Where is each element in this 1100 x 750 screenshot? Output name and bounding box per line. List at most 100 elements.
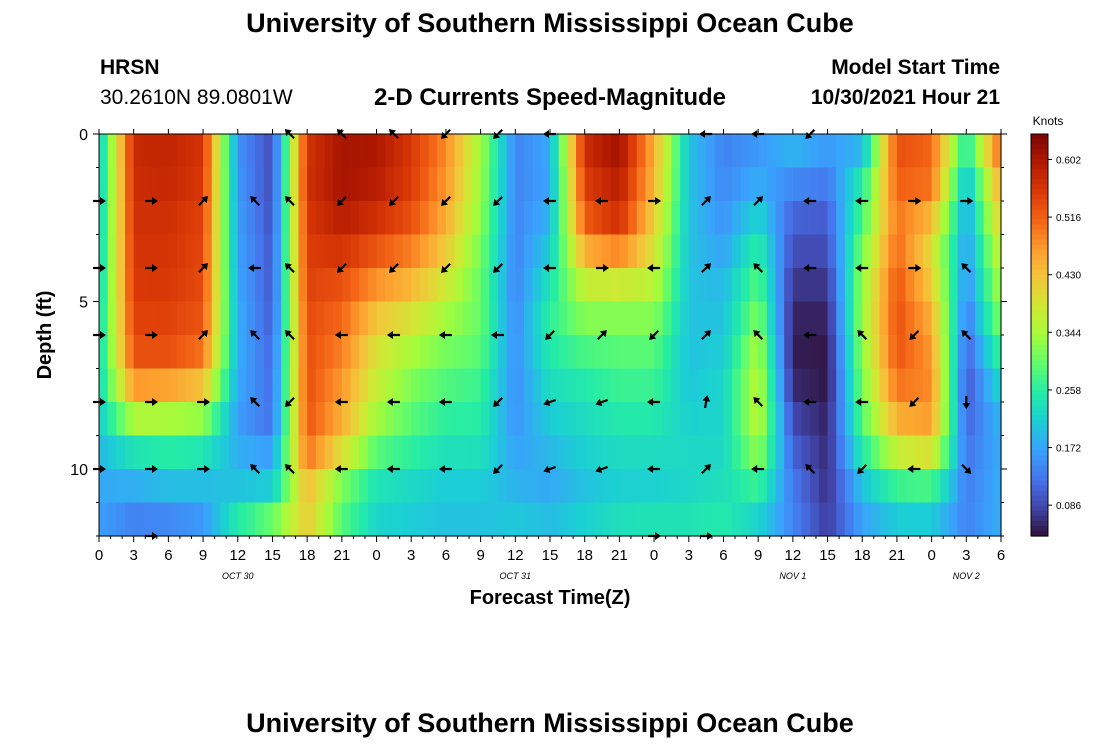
heat-cell (203, 301, 213, 336)
heat-cell (567, 502, 577, 537)
heat-cell (419, 201, 430, 236)
heat-cell (298, 502, 308, 537)
heat-cell (359, 301, 369, 336)
current-arrow (647, 264, 661, 272)
heat-cell (550, 368, 560, 403)
heat-cell (142, 301, 152, 336)
heat-cell (497, 402, 508, 437)
heat-cell (125, 134, 135, 169)
heat-cell (662, 134, 673, 169)
heat-cell (671, 167, 681, 202)
heat-cell (706, 234, 716, 269)
heat-cell (419, 368, 430, 403)
arrow-head (284, 196, 292, 204)
heat-cell (393, 301, 404, 336)
heat-cell (497, 502, 508, 537)
heat-cell (706, 134, 716, 169)
heat-cell (194, 435, 204, 470)
heat-cell (315, 502, 326, 537)
heat-cell (905, 234, 915, 269)
heat-cell (931, 335, 941, 370)
heat-cell (688, 502, 699, 537)
heat-cell (523, 167, 534, 202)
heat-cell (471, 469, 482, 504)
heat-cell (862, 234, 872, 269)
heat-cell (966, 469, 976, 504)
arrow-head (200, 196, 209, 204)
current-arrow (909, 396, 920, 407)
heat-cell (940, 402, 950, 437)
heat-cell (827, 201, 837, 236)
heat-cell (315, 335, 326, 370)
heat-cell (324, 335, 334, 370)
heat-cell (203, 469, 213, 504)
heat-cell (203, 268, 213, 303)
heat-cell (870, 469, 881, 504)
heat-cell (428, 234, 438, 269)
heat-cell (870, 335, 881, 370)
heat-cell (714, 335, 725, 370)
colorbar-segment (1031, 319, 1048, 326)
colorbar-segment (1031, 410, 1048, 417)
heat-cell (315, 268, 326, 303)
heat-cell (177, 402, 187, 437)
heat-cell (523, 368, 534, 403)
heat-cell (602, 368, 612, 403)
heat-cell (194, 469, 204, 504)
heat-cell (411, 134, 421, 169)
heat-cell (177, 201, 187, 236)
heat-cell (480, 201, 490, 236)
heat-cell (428, 435, 438, 470)
heat-cell (636, 402, 646, 437)
heat-cell (497, 435, 508, 470)
heat-cell (922, 335, 933, 370)
heat-cell (142, 167, 152, 202)
heat-cell (237, 502, 248, 537)
arrow-head (967, 197, 974, 205)
heat-cell (680, 368, 690, 403)
heat-cell (870, 301, 881, 336)
arrow-head (909, 332, 917, 340)
heat-cell (714, 134, 725, 169)
heat-cell (905, 167, 915, 202)
arrow-head (493, 466, 501, 474)
heat-cell (480, 435, 490, 470)
heat-cell (315, 201, 326, 236)
heat-cell (966, 167, 976, 202)
heat-cell (333, 502, 343, 537)
heat-cell (558, 234, 568, 269)
heat-cell (281, 134, 291, 169)
heat-cell (281, 502, 291, 537)
heat-cell (107, 134, 117, 169)
heat-cell (211, 234, 222, 269)
heat-cell (437, 268, 447, 303)
heat-cell (246, 469, 256, 504)
heat-cell (367, 502, 378, 537)
heat-cell (610, 368, 620, 403)
heat-cell (151, 234, 161, 269)
heat-cell (142, 469, 152, 504)
heat-cell (974, 234, 985, 269)
heat-cell (602, 268, 612, 303)
heat-cell (836, 134, 846, 169)
arrow-head (334, 331, 341, 339)
heat-cell (732, 502, 742, 537)
heat-cell (766, 469, 777, 504)
arrow-head (152, 398, 158, 406)
heat-cell (116, 268, 126, 303)
heat-cell (393, 167, 404, 202)
heat-cell (818, 368, 829, 403)
heat-cell (966, 301, 976, 336)
arrow-head (440, 265, 449, 273)
heat-cell (723, 335, 733, 370)
arrow-head (647, 398, 654, 406)
current-arrow (197, 398, 211, 406)
heat-cell (255, 134, 265, 169)
heat-cell (341, 335, 352, 370)
heat-cell (758, 502, 768, 537)
heat-cell (810, 301, 820, 336)
heat-cell (671, 335, 681, 370)
heat-cell (454, 368, 464, 403)
heat-cell (983, 502, 993, 537)
heat-cell (922, 469, 933, 504)
